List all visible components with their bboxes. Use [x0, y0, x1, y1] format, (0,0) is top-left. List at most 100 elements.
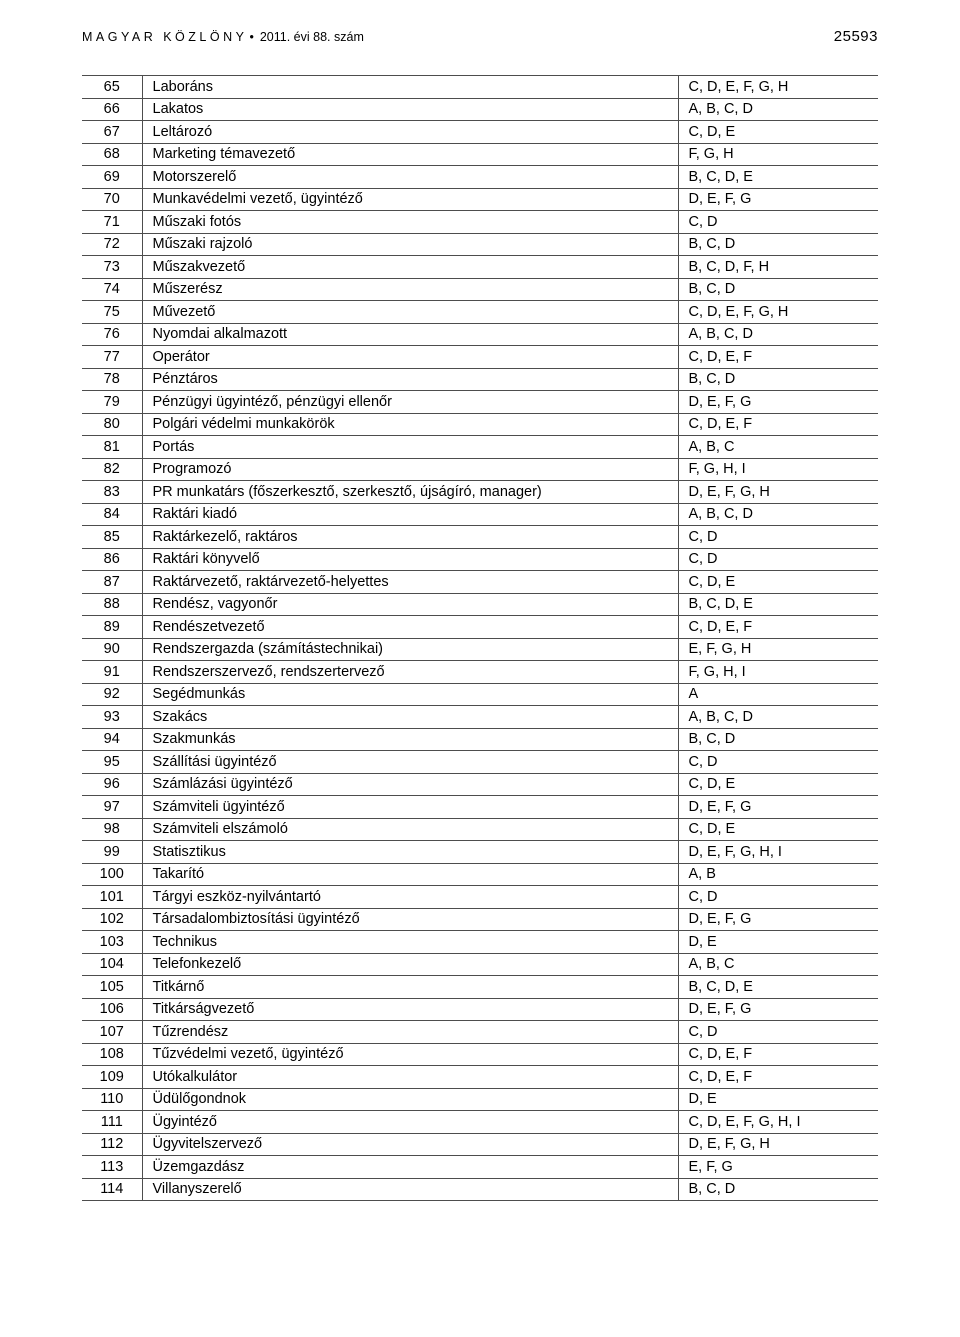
- occupation-table: 65LaboránsC, D, E, F, G, H66LakatosA, B,…: [82, 75, 878, 1201]
- row-name: Rendészetvezető: [142, 616, 678, 639]
- row-number: 92: [82, 683, 142, 706]
- row-name: Szakács: [142, 706, 678, 729]
- row-value: A, B, C, D: [678, 323, 878, 346]
- row-number: 91: [82, 661, 142, 684]
- row-number: 69: [82, 166, 142, 189]
- row-value: C, D, E, F: [678, 1043, 878, 1066]
- table-row: 99StatisztikusD, E, F, G, H, I: [82, 841, 878, 864]
- row-name: Raktári könyvelő: [142, 548, 678, 571]
- row-number: 106: [82, 998, 142, 1021]
- row-value: D, E, F, G: [678, 796, 878, 819]
- table-row: 69MotorszerelőB, C, D, E: [82, 166, 878, 189]
- row-name: Titkárnő: [142, 976, 678, 999]
- table-row: 87Raktárvezető, raktárvezető-helyettesC,…: [82, 571, 878, 594]
- row-number: 75: [82, 301, 142, 324]
- row-number: 107: [82, 1021, 142, 1044]
- row-number: 67: [82, 121, 142, 144]
- row-number: 111: [82, 1111, 142, 1134]
- table-row: 109UtókalkulátorC, D, E, F: [82, 1066, 878, 1089]
- row-number: 93: [82, 706, 142, 729]
- row-number: 112: [82, 1133, 142, 1156]
- row-value: A, B, C, D: [678, 503, 878, 526]
- table-row: 107TűzrendészC, D: [82, 1021, 878, 1044]
- row-name: Raktári kiadó: [142, 503, 678, 526]
- row-name: Rendszerszervező, rendszertervező: [142, 661, 678, 684]
- header-issue: 2011. évi 88. szám: [260, 30, 364, 44]
- row-value: D, E: [678, 931, 878, 954]
- table-row: 65LaboránsC, D, E, F, G, H: [82, 76, 878, 99]
- row-value: B, C, D, E: [678, 593, 878, 616]
- row-number: 84: [82, 503, 142, 526]
- table-row: 90Rendszergazda (számítástechnikai)E, F,…: [82, 638, 878, 661]
- row-name: PR munkatárs (főszerkesztő, szerkesztő, …: [142, 481, 678, 504]
- row-name: Raktárkezelő, raktáros: [142, 526, 678, 549]
- row-value: C, D: [678, 526, 878, 549]
- row-number: 104: [82, 953, 142, 976]
- row-value: F, G, H, I: [678, 458, 878, 481]
- row-value: A: [678, 683, 878, 706]
- row-number: 76: [82, 323, 142, 346]
- row-value: C, D, E: [678, 773, 878, 796]
- row-name: Marketing témavezető: [142, 143, 678, 166]
- row-name: Titkárságvezető: [142, 998, 678, 1021]
- row-number: 79: [82, 391, 142, 414]
- table-row: 66LakatosA, B, C, D: [82, 98, 878, 121]
- row-number: 77: [82, 346, 142, 369]
- row-number: 89: [82, 616, 142, 639]
- row-name: Villanyszerelő: [142, 1178, 678, 1201]
- row-name: Pénztáros: [142, 368, 678, 391]
- row-value: D, E, F, G, H: [678, 481, 878, 504]
- row-name: Munkavédelmi vezető, ügyintéző: [142, 188, 678, 211]
- row-value: F, G, H, I: [678, 661, 878, 684]
- row-name: Portás: [142, 436, 678, 459]
- row-value: C, D: [678, 211, 878, 234]
- row-value: D, E, F, G: [678, 391, 878, 414]
- row-name: Polgári védelmi munkakörök: [142, 413, 678, 436]
- row-number: 81: [82, 436, 142, 459]
- page-container: MAGYAR KÖZLÖNY•2011. évi 88. szám 25593 …: [0, 0, 960, 1337]
- row-name: Programozó: [142, 458, 678, 481]
- table-row: 91Rendszerszervező, rendszertervezőF, G,…: [82, 661, 878, 684]
- table-row: 92SegédmunkásA: [82, 683, 878, 706]
- table-row: 111ÜgyintézőC, D, E, F, G, H, I: [82, 1111, 878, 1134]
- row-name: Tárgyi eszköz-nyilvántartó: [142, 886, 678, 909]
- header-title-spaced: MAGYAR KÖZLÖNY: [82, 30, 247, 44]
- row-value: B, C, D, E: [678, 976, 878, 999]
- row-number: 105: [82, 976, 142, 999]
- row-number: 78: [82, 368, 142, 391]
- row-name: Lakatos: [142, 98, 678, 121]
- row-number: 110: [82, 1088, 142, 1111]
- row-number: 101: [82, 886, 142, 909]
- row-name: Rendész, vagyonőr: [142, 593, 678, 616]
- row-name: Laboráns: [142, 76, 678, 99]
- table-row: 73MűszakvezetőB, C, D, F, H: [82, 256, 878, 279]
- row-value: B, C, D: [678, 368, 878, 391]
- row-name: Rendszergazda (számítástechnikai): [142, 638, 678, 661]
- row-name: Pénzügyi ügyintéző, pénzügyi ellenőr: [142, 391, 678, 414]
- row-number: 102: [82, 908, 142, 931]
- row-value: C, D, E, F, G, H: [678, 76, 878, 99]
- row-value: A, B, C, D: [678, 98, 878, 121]
- row-value: C, D, E: [678, 818, 878, 841]
- row-number: 103: [82, 931, 142, 954]
- row-name: Takarító: [142, 863, 678, 886]
- table-row: 76Nyomdai alkalmazottA, B, C, D: [82, 323, 878, 346]
- row-number: 88: [82, 593, 142, 616]
- table-row: 75MűvezetőC, D, E, F, G, H: [82, 301, 878, 324]
- row-number: 66: [82, 98, 142, 121]
- row-name: Társadalombiztosítási ügyintéző: [142, 908, 678, 931]
- table-row: 88Rendész, vagyonőrB, C, D, E: [82, 593, 878, 616]
- row-name: Műszakvezető: [142, 256, 678, 279]
- row-name: Telefonkezelő: [142, 953, 678, 976]
- row-value: C, D, E, F: [678, 346, 878, 369]
- table-row: 83PR munkatárs (főszerkesztő, szerkesztő…: [82, 481, 878, 504]
- row-name: Üzemgazdász: [142, 1156, 678, 1179]
- row-name: Raktárvezető, raktárvezető-helyettes: [142, 571, 678, 594]
- row-value: B, C, D: [678, 233, 878, 256]
- row-value: C, D: [678, 1021, 878, 1044]
- row-number: 65: [82, 76, 142, 99]
- row-number: 109: [82, 1066, 142, 1089]
- row-number: 97: [82, 796, 142, 819]
- row-value: C, D, E, F, G, H: [678, 301, 878, 324]
- table-row: 77OperátorC, D, E, F: [82, 346, 878, 369]
